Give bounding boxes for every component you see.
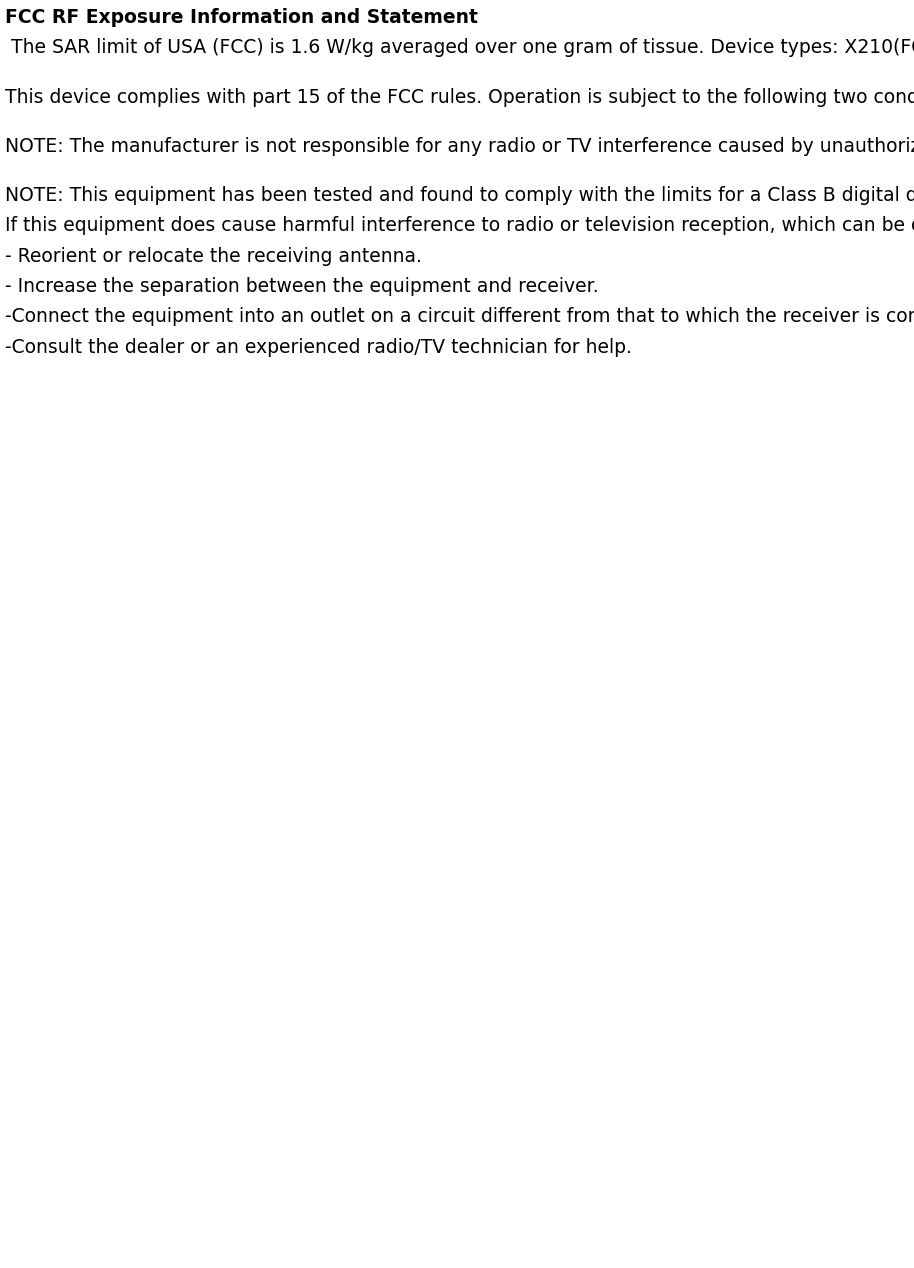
- Text: The SAR limit of USA (FCC) is 1.6 W/kg averaged over one gram of tissue. Device : The SAR limit of USA (FCC) is 1.6 W/kg a…: [5, 38, 914, 57]
- Text: If this equipment does cause harmful interference to radio or television recepti: If this equipment does cause harmful int…: [5, 217, 914, 236]
- Text: - Reorient or relocate the receiving antenna.: - Reorient or relocate the receiving ant…: [5, 247, 422, 266]
- Text: -Consult the dealer or an experienced radio/TV technician for help.: -Consult the dealer or an experienced ra…: [5, 337, 632, 356]
- Text: FCC RF Exposure Information and Statement: FCC RF Exposure Information and Statemen…: [5, 8, 478, 27]
- Text: NOTE: The manufacturer is not responsible for any radio or TV interference cause: NOTE: The manufacturer is not responsibl…: [5, 137, 914, 156]
- Text: This device complies with part 15 of the FCC rules. Operation is subject to the : This device complies with part 15 of the…: [5, 87, 914, 107]
- Text: NOTE: This equipment has been tested and found to comply with the limits for a C: NOTE: This equipment has been tested and…: [5, 186, 914, 205]
- Text: -Connect the equipment into an outlet on a circuit different from that to which : -Connect the equipment into an outlet on…: [5, 308, 914, 326]
- Text: - Increase the separation between the equipment and receiver.: - Increase the separation between the eq…: [5, 278, 599, 297]
